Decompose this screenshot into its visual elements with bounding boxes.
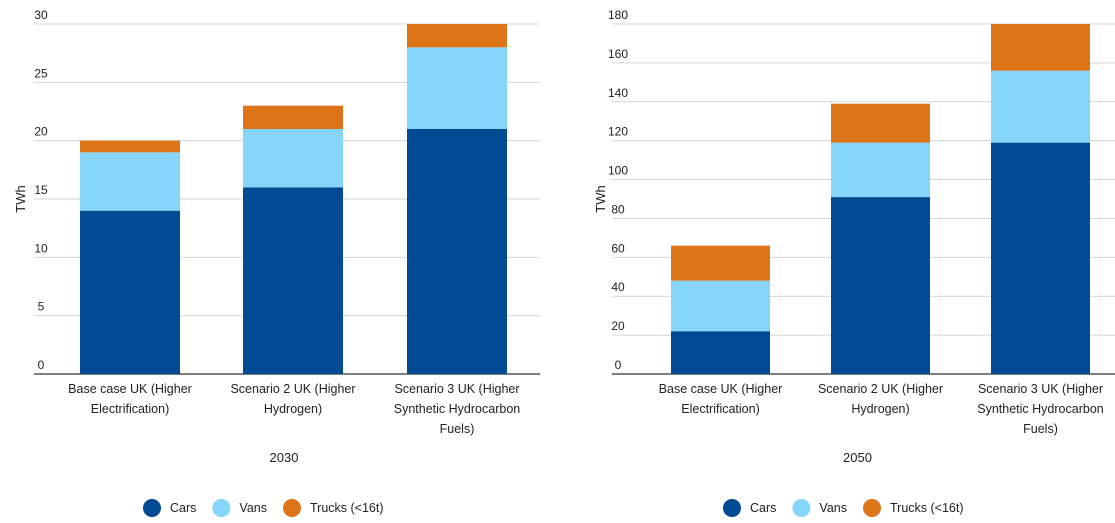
legend-marker-cars — [723, 499, 741, 517]
x-category-label-line: Synthetic Hydrocarbon — [394, 402, 521, 416]
x-category-label: Scenario 2 UK (Higher Hydrogen) — [230, 382, 355, 416]
bar-segment-vans — [80, 152, 180, 211]
bar-segment-cars — [671, 331, 770, 374]
x-category-label-line: Hydrogen) — [264, 402, 322, 416]
bar-segment-cars — [80, 210, 180, 374]
x-category-label-line: Electrification) — [91, 402, 170, 416]
bar-segment-vans — [991, 70, 1090, 143]
y-tick-label: 120 — [608, 125, 628, 139]
y-tick-label: 30 — [34, 8, 48, 22]
bar-segment-cars — [991, 142, 1090, 374]
x-category-label: Scenario 3 UK (Higher Synthetic Hydrocarb… — [977, 382, 1104, 436]
x-category-label-line: Scenario 3 UK (Higher — [394, 382, 519, 396]
legend-label-trucks: Trucks (<16t) — [890, 501, 964, 515]
legend-marker-trucks — [282, 499, 301, 517]
x-category-label-line: Base case UK (Higher — [659, 382, 783, 396]
bar-segment-cars — [243, 187, 343, 374]
y-tick-label: 0 — [615, 358, 622, 372]
y-tick-label: 160 — [608, 47, 628, 61]
y-tick-label: 60 — [611, 241, 625, 255]
y-tick-label: 40 — [611, 280, 625, 294]
x-category-label-line: Scenario 3 UK (Higher — [978, 382, 1103, 396]
legend-marker-vans — [212, 499, 231, 517]
bar-segment-cars — [831, 197, 930, 374]
x-axis-title: 2030 — [270, 450, 299, 465]
y-tick-label: 100 — [608, 164, 628, 178]
y-tick-label: 5 — [38, 300, 45, 314]
y-tick-label: 180 — [608, 8, 628, 22]
y-tick-label: 140 — [608, 86, 628, 100]
y-axis-label: TWh — [593, 185, 608, 212]
x-axis-title: 2050 — [843, 450, 872, 465]
legend-marker-trucks — [862, 499, 881, 517]
legend: Cars Vans Trucks (<16t) — [143, 499, 384, 517]
y-tick-label: 0 — [38, 358, 45, 372]
x-category-label-line: Fuels) — [440, 422, 475, 436]
bar-segment-trucks — [831, 103, 930, 143]
y-tick-label: 80 — [611, 202, 625, 216]
bar-segment-trucks — [80, 140, 180, 153]
bar-segment-trucks — [407, 24, 507, 48]
legend-marker-vans — [792, 499, 811, 517]
x-category-label-line: Base case UK (Higher — [68, 382, 192, 396]
y-tick-label: 10 — [34, 241, 48, 255]
bar-segment-vans — [243, 129, 343, 188]
bar-segment-vans — [407, 47, 507, 130]
x-category-label-line: Scenario 2 UK (Higher — [818, 382, 943, 396]
legend-label-cars: Cars — [750, 501, 776, 515]
x-category-label-line: Electrification) — [681, 402, 760, 416]
x-category-label: Base case UK (Higher Electrification) — [68, 382, 192, 416]
x-category-label: Scenario 3 UK (Higher Synthetic Hydrocarb… — [394, 382, 521, 436]
bar-segment-vans — [831, 142, 930, 198]
y-axis-label: TWh — [13, 185, 28, 212]
x-category-label-line: Hydrogen) — [851, 402, 909, 416]
bar-segment-trucks — [991, 24, 1090, 71]
y-tick-label: 20 — [34, 125, 48, 139]
bar-segment-cars — [407, 129, 507, 374]
legend-label-cars: Cars — [170, 501, 196, 515]
x-category-label-line: Synthetic Hydrocarbon — [977, 402, 1104, 416]
bar-segment-trucks — [243, 105, 343, 129]
y-tick-label: 20 — [611, 319, 625, 333]
legend-label-vans: Vans — [239, 501, 267, 515]
bar-segment-vans — [671, 280, 770, 332]
legend: Cars Vans Trucks (<16t) — [723, 499, 964, 517]
y-tick-label: 25 — [34, 66, 48, 80]
x-category-label-line: Fuels) — [1023, 422, 1058, 436]
x-category-label-line: Scenario 2 UK (Higher — [230, 382, 355, 396]
legend-label-vans: Vans — [819, 501, 847, 515]
legend-marker-cars — [143, 499, 161, 517]
legend-label-trucks: Trucks (<16t) — [310, 501, 384, 515]
x-category-label: Base case UK (Higher Electrification) — [659, 382, 783, 416]
bar-segment-trucks — [671, 245, 770, 281]
x-category-label: Scenario 2 UK (Higher Hydrogen) — [818, 382, 943, 416]
y-tick-label: 15 — [34, 183, 48, 197]
